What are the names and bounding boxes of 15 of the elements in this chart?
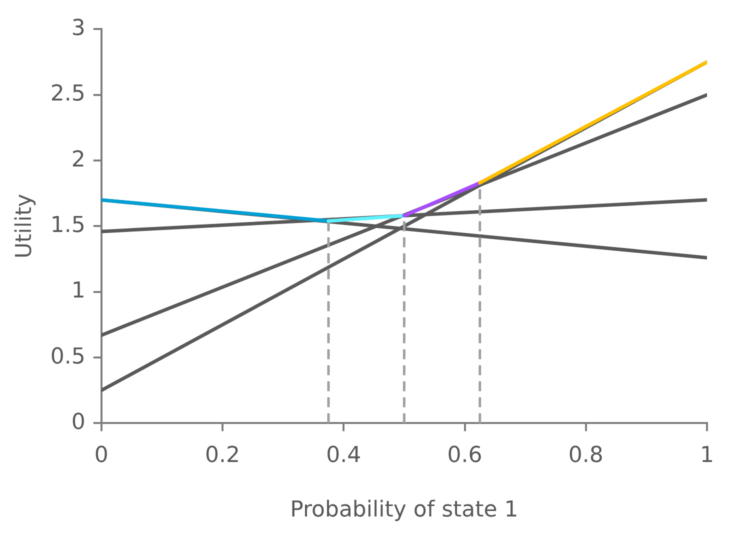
x-tick-label: 0.8 (568, 443, 604, 468)
y-axis-title: Utility (12, 194, 37, 259)
y-tick-label: 3 (71, 16, 86, 41)
y-tick-label: 1.5 (50, 212, 86, 238)
y-tick-label: 2.5 (50, 82, 86, 107)
x-axis-title: Probability of state 1 (290, 498, 518, 523)
y-tick-label: 1 (71, 278, 86, 304)
y-tick-label: 0 (71, 410, 86, 435)
x-tick-label: 0.6 (447, 443, 482, 468)
y-tick-label: 0.5 (50, 344, 86, 370)
x-tick-label: 1 (700, 443, 714, 468)
x-tick-label: 0 (94, 443, 108, 468)
x-tick-label: 0.2 (205, 443, 240, 468)
y-tick-label: 2 (71, 147, 86, 172)
x-tick-label: 0.4 (326, 443, 362, 468)
